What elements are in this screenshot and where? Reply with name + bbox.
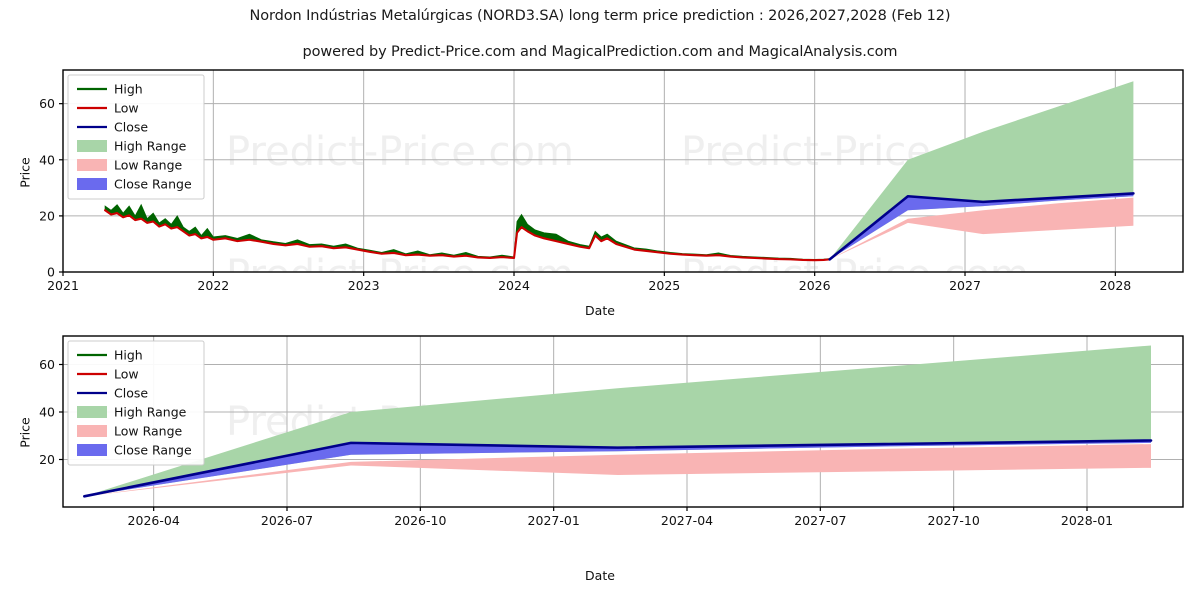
legend: High Low Close High Range Low Range Close Ran… — [67, 74, 205, 200]
plot-frame — [62, 335, 1184, 508]
legend-item[interactable]: Close — [77, 120, 148, 135]
close-range-band — [84, 440, 1151, 497]
legend-patch-swatch — [77, 406, 107, 418]
legend-label: Low Range — [114, 158, 183, 173]
y-tick-label: 40 — [39, 152, 55, 167]
legend-patch-swatch — [77, 178, 107, 190]
low-range-band — [829, 197, 1134, 260]
legend-item[interactable]: High — [77, 82, 143, 97]
overview-y-axis-label: Price — [17, 157, 33, 188]
legend-patch-swatch — [77, 159, 107, 171]
x-tick-label: 2024 — [498, 278, 530, 293]
history-low-series — [104, 209, 831, 262]
low-range-band — [84, 444, 1151, 497]
detail-y-axis-label: Price — [17, 417, 33, 448]
legend-label: High Range — [114, 405, 187, 420]
legend-label: Close Range — [114, 443, 192, 458]
legend-item[interactable]: Low Range — [77, 158, 183, 173]
high-range-band — [829, 81, 1134, 260]
x-tick-label: 2028 — [1099, 278, 1131, 293]
detail-x-axis-label: Date — [585, 568, 615, 583]
legend: High Low Close High Range Low Range Close Ran… — [67, 340, 205, 466]
close-forecast-line — [83, 439, 1153, 498]
page-title: Nordon Indústrias Metalúrgicas (NORD3.SA… — [249, 8, 951, 24]
x-tick-label: 2021 — [47, 278, 79, 293]
close-range-band — [829, 193, 1134, 260]
x-tick-label: 2023 — [348, 278, 380, 293]
legend-item[interactable]: High Range — [77, 139, 187, 154]
legend-patch-swatch — [77, 425, 107, 437]
x-tick-label: 2027-01 — [528, 513, 580, 528]
legend-item[interactable]: Low Range — [77, 424, 183, 439]
legend-item[interactable]: Low — [77, 367, 139, 382]
legend-patch-swatch — [77, 140, 107, 152]
watermark-text: Predict-Price.com — [226, 129, 574, 175]
legend-item[interactable]: High — [77, 348, 143, 363]
y-tick-label: 20 — [39, 452, 55, 467]
legend-label: Close — [114, 120, 148, 135]
x-tick-label: 2026-04 — [128, 513, 180, 528]
legend-item[interactable]: Close Range — [77, 177, 192, 192]
y-tick-label: 60 — [39, 96, 55, 111]
x-tick-label: 2026-07 — [261, 513, 313, 528]
x-tick-label: 2027 — [949, 278, 981, 293]
y-tick-label: 60 — [39, 357, 55, 372]
x-tick-label: 2025 — [648, 278, 680, 293]
legend-label: Low — [114, 101, 139, 116]
legend-label: Close Range — [114, 177, 192, 192]
legend-label: Close — [114, 386, 148, 401]
legend-item[interactable]: Close — [77, 386, 148, 401]
legend-label: High — [114, 82, 143, 97]
legend-label: Low — [114, 367, 139, 382]
overview-chart: Predict-Price.com Predict-Price.comPredic… — [39, 69, 1184, 298]
y-tick-label: 0 — [47, 265, 55, 280]
watermark-text: Predict-Price.com — [681, 252, 1029, 298]
page-subtitle: powered by Predict-Price.com and Magical… — [302, 44, 898, 60]
legend-item[interactable]: High Range — [77, 405, 187, 420]
x-tick-label: 2028-01 — [1061, 513, 1113, 528]
legend-item[interactable]: Close Range — [77, 443, 192, 458]
legend-item[interactable]: Low — [77, 101, 139, 116]
x-tick-label: 2026-10 — [394, 513, 446, 528]
legend-label: High — [114, 348, 143, 363]
x-tick-label: 2027-04 — [661, 513, 713, 528]
overview-x-axis-label: Date — [585, 303, 615, 318]
y-tick-label: 40 — [39, 405, 55, 420]
legend-label: Low Range — [114, 424, 183, 439]
legend-patch-swatch — [77, 444, 107, 456]
detail-chart: Predict-Price.comPredict-Price.com204060… — [39, 335, 1184, 528]
plot-frame — [62, 69, 1184, 273]
axis-ticks: 0 20 40 60 2021 2022 2023 2024 2025 2026 2027 2028 — [39, 96, 1131, 293]
x-tick-label: 2026 — [799, 278, 831, 293]
x-tick-label: 2022 — [197, 278, 229, 293]
close-forecast-line — [828, 192, 1135, 261]
legend-label: High Range — [114, 139, 187, 154]
y-tick-label: 20 — [39, 208, 55, 223]
x-tick-label: 2027-10 — [928, 513, 980, 528]
high-range-band — [84, 345, 1151, 497]
axis-ticks: 20 40 60 2026-04 2026-07 2026-10 2027-01 2027-0… — [39, 357, 1113, 528]
x-tick-label: 2027-07 — [794, 513, 846, 528]
